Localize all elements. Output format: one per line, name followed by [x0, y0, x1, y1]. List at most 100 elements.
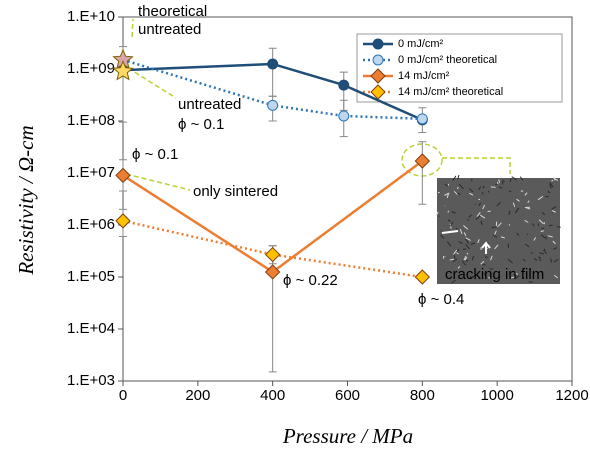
x-tick-label: 1200	[555, 387, 588, 404]
inset-grain	[444, 183, 449, 187]
annotation: ϕ ~ 0.1	[132, 146, 178, 163]
inset-grain	[519, 176, 524, 181]
inset-grain	[524, 192, 528, 196]
x-tick-label: 0	[119, 387, 127, 404]
inset-grain	[435, 211, 439, 216]
inset-grain	[541, 211, 545, 216]
inset-grain	[480, 260, 485, 265]
inset-grain	[483, 272, 487, 278]
legend-marker	[372, 54, 384, 66]
annotation: untreated	[178, 96, 241, 113]
annotation: theoretical	[138, 3, 207, 20]
inset-grain	[469, 188, 474, 193]
inset-grain	[494, 230, 497, 235]
inset-grain	[456, 252, 459, 255]
inset-grain	[516, 198, 520, 202]
inset-grain	[496, 201, 501, 207]
inset-grain	[553, 274, 559, 279]
point	[267, 58, 279, 70]
y-tick-label: 1.E+04	[67, 320, 115, 337]
inset-grain	[465, 237, 471, 241]
inset-grain	[478, 202, 482, 207]
annotation: untreated	[138, 21, 201, 38]
x-tick-label: 1000	[480, 387, 513, 404]
y-tick-label: 1.E+03	[67, 372, 115, 389]
x-tick-label: 600	[335, 387, 360, 404]
series-line	[122, 219, 423, 279]
inset-grain	[452, 175, 457, 181]
inset-grain	[469, 275, 472, 279]
inset-texture	[435, 174, 561, 284]
inset-grain	[457, 174, 460, 180]
inset-grain	[461, 260, 466, 266]
y-tick-label: 1.E+06	[67, 216, 115, 233]
inset-grain	[480, 220, 483, 225]
inset-grain	[553, 247, 558, 250]
inset-grain	[552, 177, 559, 181]
inset-grain	[497, 222, 502, 228]
inset-grain	[498, 186, 503, 189]
inset-grain	[456, 248, 460, 253]
inset-grain	[524, 219, 529, 223]
legend-label: 0 mJ/cm² theoretical	[398, 54, 497, 66]
legend: 0 mJ/cm² 0 mJ/cm² theoretical 14 mJ/cm² 14 …	[356, 33, 563, 103]
inset-grain	[465, 243, 470, 250]
inset-grain	[472, 273, 477, 279]
inset-grain	[549, 183, 552, 189]
inset-grain	[533, 237, 537, 241]
inset-grain	[548, 224, 553, 227]
annotation: ϕ ~ 0.4	[418, 291, 464, 308]
inset-grain	[522, 277, 525, 280]
inset-grain	[491, 226, 497, 229]
annotation: ϕ ~ 0.1	[178, 116, 224, 133]
point	[338, 110, 350, 122]
inset-grain	[516, 232, 520, 236]
legend-box	[356, 33, 563, 103]
inset-grain	[446, 193, 449, 199]
point	[264, 246, 281, 263]
inset-grain	[451, 279, 456, 284]
x-tick-label: 400	[260, 387, 285, 404]
inset-grain	[527, 200, 530, 204]
point	[267, 99, 279, 111]
legend-marker	[370, 84, 386, 100]
inset-grain	[482, 263, 486, 266]
legend-marker	[370, 68, 386, 84]
series-line	[122, 62, 423, 122]
point	[414, 269, 431, 285]
inset-grain	[556, 225, 561, 228]
inset-grain	[463, 225, 469, 230]
inset-grain	[462, 248, 467, 250]
legend-marker	[372, 38, 384, 50]
inset-grain	[459, 228, 463, 235]
inset-grain	[440, 234, 445, 239]
inset-grain	[438, 215, 440, 217]
inset-grain	[539, 252, 545, 255]
inset-grain	[533, 257, 538, 261]
inset-grain	[511, 176, 517, 181]
inset-grain	[490, 186, 496, 188]
error-bar	[268, 47, 277, 97]
inset-grain	[447, 183, 450, 186]
inset-grain	[452, 258, 458, 262]
inset-grain	[510, 276, 516, 279]
inset-grain	[449, 258, 455, 261]
inset-grain	[480, 247, 482, 251]
inset-grain	[453, 191, 458, 195]
legend-label: 0 mJ/cm²	[398, 38, 444, 50]
inset-grain	[447, 219, 451, 222]
inset-grain	[488, 277, 492, 279]
inset-grain	[537, 223, 540, 227]
inset-grain	[513, 271, 518, 275]
inset-grain	[552, 240, 556, 245]
inset-grain	[463, 255, 467, 261]
inset-grain	[447, 210, 450, 213]
sem-inset	[435, 174, 561, 284]
inset-arrow	[441, 230, 459, 234]
inset-grain	[463, 232, 467, 237]
error-bar	[418, 141, 427, 205]
inset-grain	[502, 179, 505, 182]
inset-grain	[477, 239, 480, 244]
inset-grain	[538, 256, 541, 259]
point	[338, 79, 350, 91]
